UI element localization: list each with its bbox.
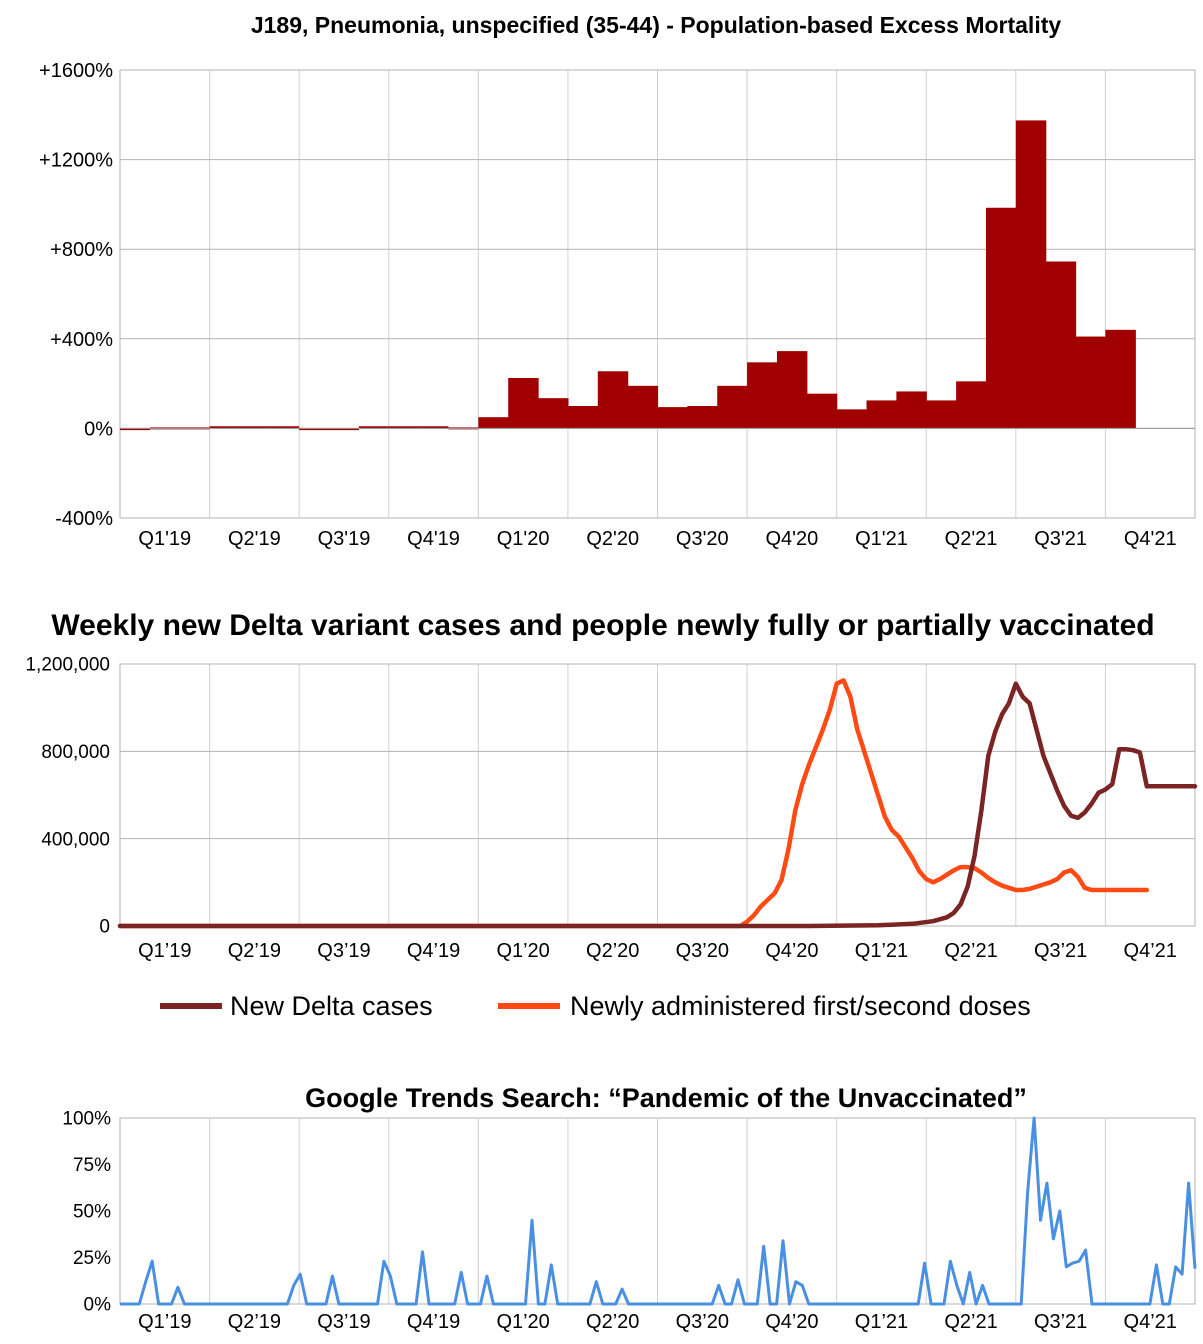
x-tick-label: Q4’20 [765, 940, 818, 962]
chart-title: Weekly new Delta variant cases and peopl… [51, 609, 1154, 642]
x-tick-label: Q4’21 [1124, 940, 1177, 962]
legend-label-doses: Newly administered first/second doses [570, 991, 1031, 1021]
x-tick-label: Q1'20 [497, 528, 550, 550]
trends-line [120, 1116, 1197, 1306]
x-tick-label: Q1’21 [855, 940, 908, 962]
x-tick-label: Q4'20 [766, 528, 819, 550]
bar [747, 362, 778, 429]
x-tick-label: Q3’19 [317, 1311, 370, 1333]
bar [985, 207, 1017, 429]
x-tick-label: Q3’21 [1034, 940, 1087, 962]
y-tick-label: 25% [73, 1248, 111, 1269]
delta-vaccination-plot: Weekly new Delta variant cases and peopl… [25, 609, 1198, 1021]
bar [866, 400, 897, 429]
x-tick-label: Q1’21 [855, 1311, 908, 1333]
excess-mortality-plot: J189, Pneumonia, unspecified (35-44) - P… [39, 12, 1196, 550]
bar [478, 417, 509, 429]
y-tick-label: +1200% [39, 150, 113, 172]
bar [1045, 261, 1077, 429]
chart-title: Google Trends Search: “Pandemic of the U… [305, 1083, 1027, 1113]
x-tick-label: Q2’21 [944, 940, 997, 962]
bar [508, 378, 539, 429]
excess-mortality-chart: J189, Pneumonia, unspecified (35-44) - P… [0, 0, 1203, 560]
y-tick-label: 400,000 [41, 829, 110, 850]
x-tick-label: Q3’21 [1034, 1311, 1087, 1333]
bar [776, 351, 808, 429]
x-tick-label: Q3’19 [317, 940, 370, 962]
y-tick-label: +1600% [39, 60, 113, 82]
x-tick-label: Q4’21 [1124, 1311, 1177, 1333]
legend-label-delta: New Delta cases [230, 991, 433, 1021]
x-tick-label: Q3’20 [676, 940, 729, 962]
bar [926, 400, 957, 429]
google-trends-plot: Google Trends Search: “Pandemic of the U… [62, 1083, 1197, 1333]
bar [1105, 329, 1136, 429]
y-tick-label: +800% [50, 239, 113, 261]
bar [1015, 120, 1047, 429]
x-tick-label: Q2’19 [228, 1311, 281, 1333]
bar [657, 407, 688, 429]
y-tick-label: +400% [50, 329, 113, 351]
x-tick-label: Q4'19 [407, 528, 460, 550]
chart-title: J189, Pneumonia, unspecified (35-44) - P… [251, 12, 1062, 38]
x-tick-label: Q3'19 [318, 528, 371, 550]
y-tick-label: 0 [99, 917, 110, 938]
y-tick-label: 0% [84, 418, 113, 440]
x-tick-label: Q3'21 [1034, 528, 1087, 550]
x-tick-label: Q1’19 [138, 1311, 191, 1333]
x-tick-label: Q2’20 [586, 1311, 639, 1333]
bar [896, 391, 927, 429]
x-tick-label: Q3'20 [676, 528, 729, 550]
bar [538, 398, 569, 429]
y-tick-label: 0% [84, 1295, 112, 1316]
y-tick-label: 100% [62, 1109, 111, 1130]
x-tick-label: Q1’20 [496, 940, 549, 962]
google-trends-chart: Google Trends Search: “Pandemic of the U… [0, 1078, 1203, 1339]
x-tick-label: Q1'19 [138, 528, 191, 550]
x-tick-label: Q4’19 [407, 1311, 460, 1333]
x-tick-label: Q1’20 [496, 1311, 549, 1333]
x-tick-label: Q2’20 [586, 940, 639, 962]
x-tick-label: Q4’20 [765, 1311, 818, 1333]
bar [567, 406, 599, 429]
bar [956, 381, 987, 429]
bar [717, 385, 748, 429]
x-tick-label: Q1'21 [855, 528, 908, 550]
x-tick-label: Q2'21 [945, 528, 998, 550]
doses-line [117, 678, 1150, 929]
bar [627, 385, 659, 429]
y-tick-label: 75% [73, 1155, 111, 1176]
x-tick-label: Q2'20 [586, 528, 639, 550]
x-tick-label: Q1’19 [138, 940, 191, 962]
x-tick-label: Q2’21 [944, 1311, 997, 1333]
delta-vaccination-chart: Weekly new Delta variant cases and peopl… [0, 600, 1203, 1030]
x-tick-label: Q2’19 [228, 940, 281, 962]
y-tick-label: -400% [55, 508, 113, 530]
y-tick-label: 800,000 [41, 742, 110, 763]
x-tick-label: Q4’19 [407, 940, 460, 962]
x-tick-label: Q2'19 [228, 528, 281, 550]
y-tick-label: 1,200,000 [25, 655, 110, 676]
y-tick-label: 50% [73, 1202, 111, 1223]
bar [806, 393, 838, 429]
delta-cases-line [117, 681, 1198, 929]
x-tick-label: Q4'21 [1124, 528, 1177, 550]
bar [1075, 336, 1107, 429]
bar [836, 409, 868, 429]
bar [597, 371, 629, 429]
bar [687, 406, 718, 429]
x-tick-label: Q3’20 [676, 1311, 729, 1333]
